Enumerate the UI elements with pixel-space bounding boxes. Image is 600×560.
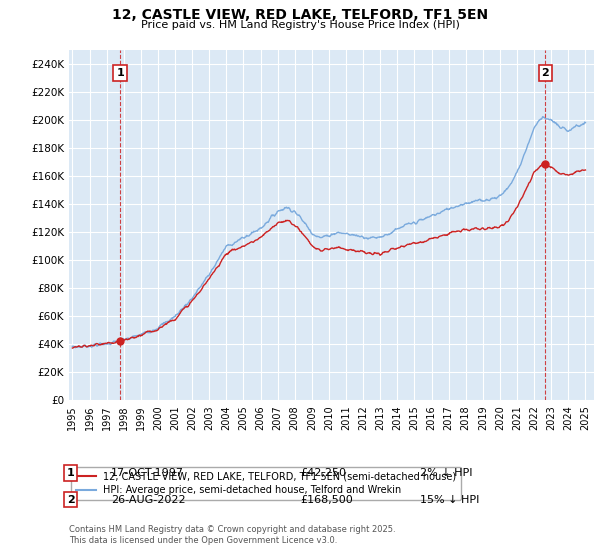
Legend: 12, CASTLE VIEW, RED LAKE, TELFORD, TF1 5EN (semi-detached house), HPI: Average : 12, CASTLE VIEW, RED LAKE, TELFORD, TF1 … bbox=[71, 466, 461, 500]
Text: 17-OCT-1997: 17-OCT-1997 bbox=[111, 468, 184, 478]
Text: 2% ↓ HPI: 2% ↓ HPI bbox=[420, 468, 473, 478]
Text: 12, CASTLE VIEW, RED LAKE, TELFORD, TF1 5EN: 12, CASTLE VIEW, RED LAKE, TELFORD, TF1 … bbox=[112, 8, 488, 22]
Text: Price paid vs. HM Land Registry's House Price Index (HPI): Price paid vs. HM Land Registry's House … bbox=[140, 20, 460, 30]
Text: £42,250: £42,250 bbox=[300, 468, 346, 478]
Text: £168,500: £168,500 bbox=[300, 494, 353, 505]
Text: 26-AUG-2022: 26-AUG-2022 bbox=[111, 494, 185, 505]
Text: 2: 2 bbox=[67, 494, 74, 505]
Text: 2: 2 bbox=[541, 68, 549, 78]
Text: 1: 1 bbox=[67, 468, 74, 478]
Text: 1: 1 bbox=[116, 68, 124, 78]
Text: 15% ↓ HPI: 15% ↓ HPI bbox=[420, 494, 479, 505]
Text: Contains HM Land Registry data © Crown copyright and database right 2025.
This d: Contains HM Land Registry data © Crown c… bbox=[69, 525, 395, 545]
